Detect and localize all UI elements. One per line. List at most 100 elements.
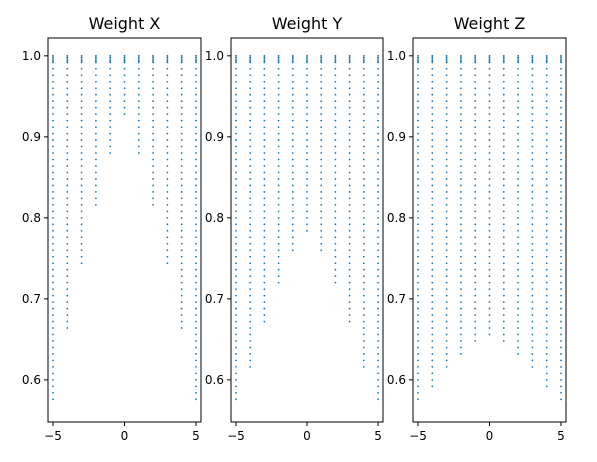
data-point [560,93,562,96]
data-point [502,203,505,206]
data-point [235,119,237,122]
x-tick-label: −5 [44,429,62,443]
data-point [306,126,308,129]
data-point [66,80,69,83]
data-point [348,216,351,219]
data-point [235,178,237,180]
data-point [291,145,294,148]
data-point [517,113,519,116]
data-point [545,67,548,70]
data-point [152,126,155,129]
data-point [417,268,419,271]
data-point [377,80,379,83]
data-point [320,132,323,135]
data-point [377,301,379,303]
data-point [431,197,434,200]
data-point [277,80,280,83]
data-point [545,59,548,62]
data-point [431,61,434,64]
data-point [263,67,266,70]
y-tick-label: 0.7 [205,292,224,306]
data-point [166,80,169,83]
y-tick-label: 0.9 [205,130,224,144]
data-point [560,340,562,342]
data-point [531,223,534,226]
data-point [417,191,419,193]
data-point [235,67,237,70]
data-point [306,56,308,59]
data-point [417,178,419,180]
data-point [320,58,323,60]
data-point [66,59,69,62]
data-point [334,210,337,213]
data-point [249,262,252,265]
data-point [109,59,112,62]
data-point [249,165,252,167]
data-point [180,255,183,258]
data-point [263,100,266,103]
y-tick-label: 0.9 [387,130,406,144]
data-point [460,210,462,213]
data-point [531,327,534,329]
data-point [417,359,419,362]
data-point [263,294,266,297]
data-point [80,262,83,265]
data-point [80,132,83,135]
data-point [348,262,351,265]
data-point [348,145,351,148]
data-point [52,191,54,193]
data-point [195,340,197,342]
data-point [95,203,97,206]
data-point [560,126,562,129]
data-point [195,366,197,368]
data-point [517,307,519,310]
data-point [348,178,351,180]
data-point [362,203,365,206]
data-point [235,385,237,388]
data-point [474,340,477,342]
data-point [560,359,562,362]
data-point [560,59,562,62]
data-point [195,288,197,291]
data-point [291,229,294,232]
data-point [180,61,183,64]
data-point [502,307,505,310]
data-point [263,203,266,206]
data-point [80,249,83,252]
data-point [531,268,534,271]
data-point [474,281,477,284]
data-point [431,178,434,180]
data-point [80,216,83,219]
data-point [235,255,237,258]
data-point [460,158,462,161]
data-point [180,113,183,116]
data-point [545,385,548,388]
data-point [263,210,266,213]
data-point [362,366,365,368]
data-point [488,223,491,226]
data-point [560,294,562,297]
data-point [334,93,337,96]
data-point [474,288,477,291]
data-point [80,87,83,90]
data-point [531,113,534,116]
data-point [195,391,197,394]
data-point [517,54,519,57]
data-point [277,203,280,206]
data-point [195,80,197,83]
data-point [531,216,534,219]
data-point [52,275,54,278]
data-point [277,249,280,252]
data-point [235,372,237,375]
data-point [417,126,419,129]
data-point [306,158,308,161]
data-point [417,54,419,57]
data-point [263,93,266,96]
data-point [431,353,434,355]
data-point [320,210,323,213]
data-point [291,249,294,252]
data-point [377,262,379,265]
data-point [531,242,534,245]
data-point [488,242,491,245]
data-point [545,359,548,362]
